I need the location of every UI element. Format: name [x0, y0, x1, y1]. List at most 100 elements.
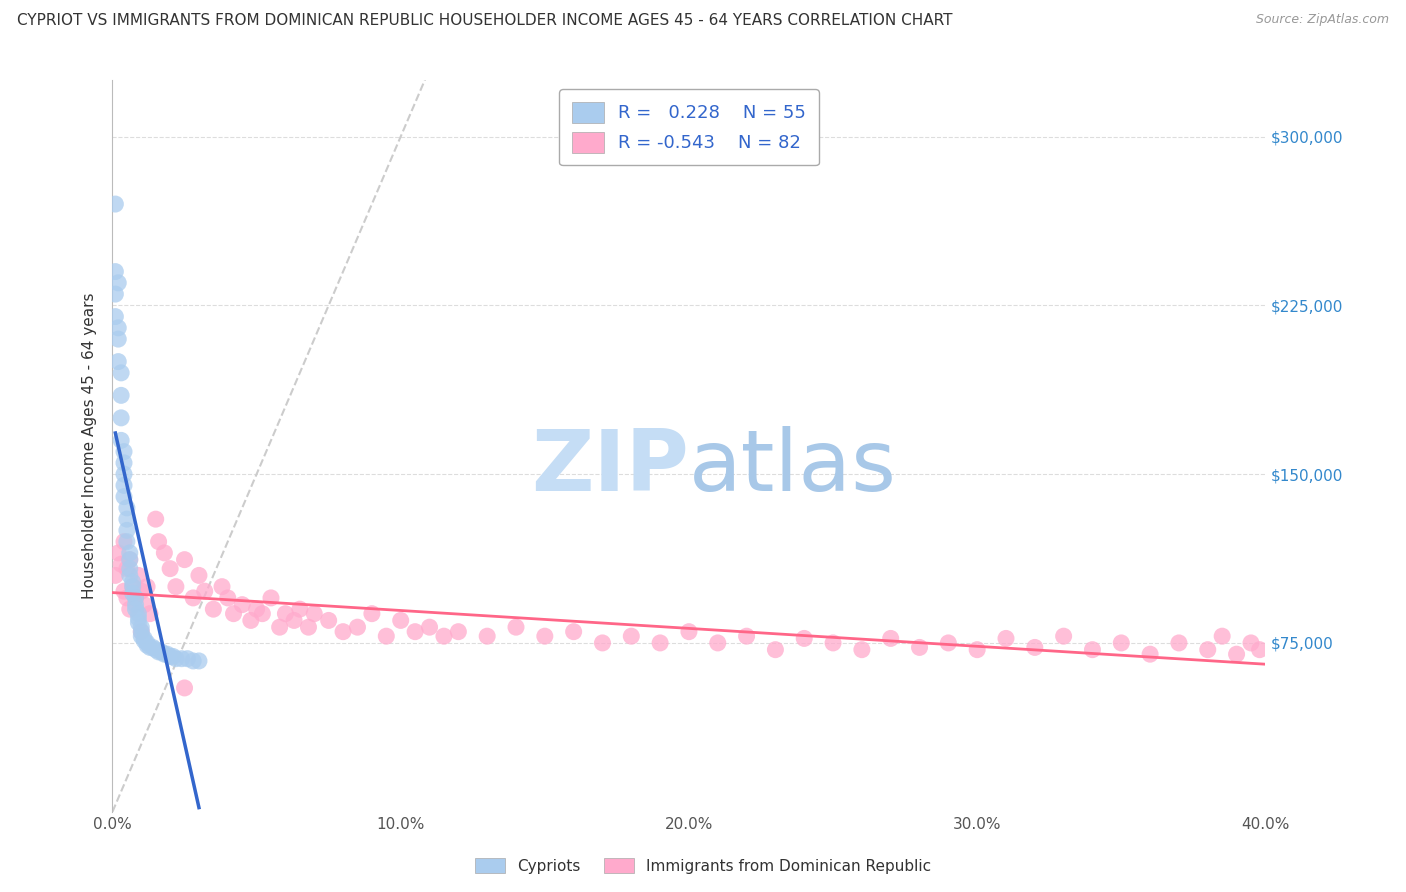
Point [124, 598, 146, 612]
Point [1226, 647, 1249, 661]
Point [505, 620, 527, 634]
Point [188, 654, 211, 668]
Text: atlas: atlas [689, 426, 897, 509]
Point [136, 638, 159, 652]
Point [269, 620, 291, 634]
Point [142, 640, 165, 655]
Point [1249, 642, 1271, 657]
Point [159, 649, 181, 664]
Point [165, 580, 187, 594]
Point [124, 602, 146, 616]
Point [121, 575, 143, 590]
Point [129, 629, 153, 643]
Point [107, 276, 129, 290]
Point [134, 598, 156, 612]
Point [118, 552, 141, 566]
Point [283, 614, 305, 628]
Point [110, 388, 132, 402]
Point [1211, 629, 1233, 643]
Point [297, 620, 319, 634]
Point [995, 632, 1018, 646]
Point [936, 636, 959, 650]
Point [134, 632, 156, 646]
Point [121, 586, 143, 600]
Point [1167, 636, 1189, 650]
Point [765, 642, 787, 657]
Point [104, 287, 127, 301]
Point [650, 636, 672, 650]
Point [1081, 642, 1104, 657]
Point [181, 654, 204, 668]
Point [260, 591, 283, 605]
Point [139, 607, 162, 621]
Point [118, 546, 141, 560]
Point [170, 651, 193, 665]
Point [707, 636, 730, 650]
Point [162, 649, 184, 664]
Point [592, 636, 614, 650]
Point [136, 580, 159, 594]
Point [156, 647, 179, 661]
Point [112, 534, 135, 549]
Point [127, 607, 149, 621]
Point [129, 624, 153, 639]
Point [121, 580, 143, 594]
Point [562, 624, 585, 639]
Point [112, 478, 135, 492]
Point [360, 607, 382, 621]
Point [793, 632, 815, 646]
Point [181, 591, 204, 605]
Point [1053, 629, 1076, 643]
Point [211, 580, 233, 594]
Point [375, 629, 398, 643]
Point [104, 568, 127, 582]
Point [433, 629, 456, 643]
Point [1024, 640, 1046, 655]
Point [1139, 647, 1161, 661]
Point [1111, 636, 1133, 650]
Point [121, 580, 143, 594]
Point [107, 321, 129, 335]
Point [127, 611, 149, 625]
Point [115, 500, 138, 515]
Point [118, 602, 141, 616]
Point [127, 568, 149, 582]
Point [153, 647, 176, 661]
Point [104, 264, 127, 278]
Point [150, 645, 173, 659]
Point [129, 584, 153, 599]
Point [188, 568, 211, 582]
Point [104, 310, 127, 324]
Point [678, 624, 700, 639]
Point [112, 490, 135, 504]
Point [115, 534, 138, 549]
Point [173, 681, 195, 695]
Legend: Cypriots, Immigrants from Dominican Republic: Cypriots, Immigrants from Dominican Repu… [468, 852, 938, 880]
Point [112, 467, 135, 482]
Point [202, 602, 225, 616]
Point [534, 629, 557, 643]
Point [239, 614, 262, 628]
Point [173, 552, 195, 566]
Point [107, 546, 129, 560]
Point [110, 557, 132, 571]
Point [231, 598, 253, 612]
Point [115, 591, 138, 605]
Point [821, 636, 844, 650]
Point [148, 645, 170, 659]
Point [389, 614, 412, 628]
Point [129, 620, 153, 634]
Point [110, 410, 132, 425]
Point [107, 354, 129, 368]
Text: Source: ZipAtlas.com: Source: ZipAtlas.com [1256, 13, 1389, 27]
Point [346, 620, 368, 634]
Point [129, 624, 153, 639]
Point [110, 434, 132, 448]
Point [115, 512, 138, 526]
Point [288, 602, 311, 616]
Point [246, 602, 269, 616]
Point [332, 624, 354, 639]
Point [851, 642, 873, 657]
Point [419, 620, 441, 634]
Point [404, 624, 426, 639]
